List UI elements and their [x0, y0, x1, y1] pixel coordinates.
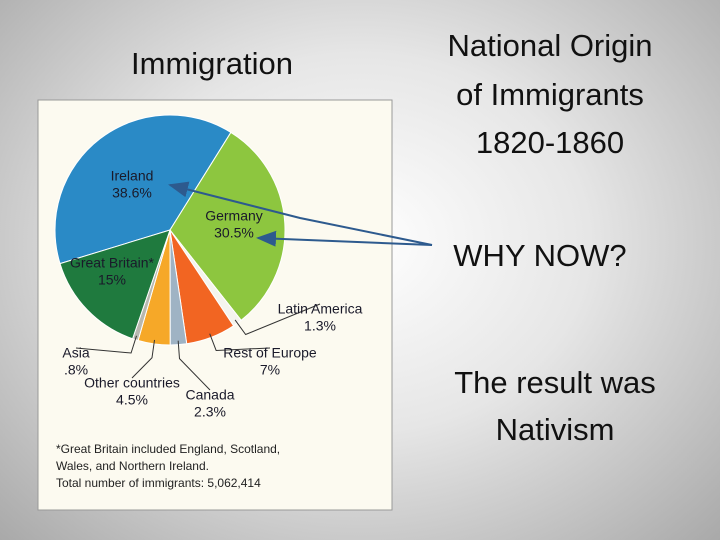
leader-line	[209, 333, 271, 351]
conclusion-line: Nativism	[496, 412, 615, 447]
slice-value: 2.3%	[194, 404, 226, 420]
slice-value: 1.3%	[304, 318, 336, 334]
leader-line	[75, 335, 137, 354]
pie-slice	[54, 114, 232, 265]
pie-slice	[169, 131, 286, 322]
question: WHY NOW?	[453, 238, 626, 273]
arrow	[168, 181, 433, 246]
slice-value: 38.6%	[112, 185, 152, 201]
leader-line	[177, 340, 211, 391]
footnote: *Great Britain included England, Scotlan…	[56, 442, 280, 456]
slice-value: 30.5%	[214, 225, 254, 241]
slice-label: Canada	[185, 387, 234, 403]
slice-label: Asia	[62, 345, 89, 361]
slice-label: Other countries	[84, 375, 180, 391]
pie-slice	[59, 229, 171, 340]
footnote: Wales, and Northern Ireland.	[56, 459, 209, 473]
footnote: Total number of immigrants: 5,062,414	[56, 476, 261, 490]
slice-label: Latin America	[278, 301, 363, 317]
slice-value: .8%	[64, 362, 88, 378]
leader-line	[234, 303, 321, 336]
slice-label: Ireland	[111, 168, 154, 184]
leader-line	[131, 339, 156, 379]
slice-label: Rest of Europe	[223, 345, 317, 361]
title-line: 1820-1860	[476, 125, 624, 160]
slice-value: 4.5%	[116, 392, 148, 408]
title-line: National Origin	[447, 28, 652, 63]
slice-label: Great Britain*	[70, 255, 155, 271]
slice-label: Germany	[205, 208, 263, 224]
conclusion-line: The result was	[454, 365, 656, 400]
heading: Immigration	[131, 46, 293, 81]
slice-value: 7%	[260, 362, 280, 378]
title-line: of Immigrants	[456, 77, 644, 112]
slice-value: 15%	[98, 272, 126, 288]
arrow	[256, 230, 433, 247]
